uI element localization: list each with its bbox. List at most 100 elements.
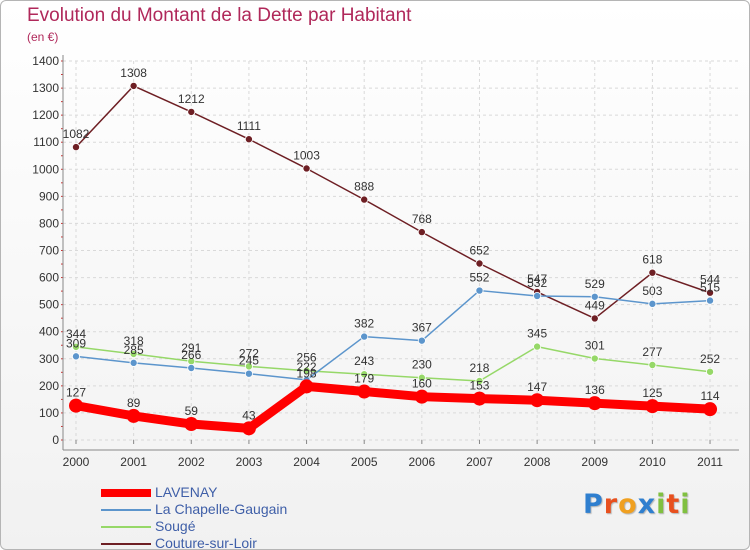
- y-tick-label: 1000: [32, 162, 59, 176]
- data-point: [417, 373, 426, 382]
- data-point: [590, 314, 599, 323]
- x-tick-label: 2007: [466, 455, 493, 469]
- legend-label: La Chapelle-Gaugain: [155, 501, 288, 517]
- data-label: 344: [66, 327, 86, 341]
- data-point: [360, 195, 369, 204]
- legend-swatch: [101, 489, 151, 497]
- series-line-3: [75, 85, 711, 320]
- data-label: 367: [412, 321, 432, 335]
- data-point: [472, 391, 487, 406]
- data-point: [72, 352, 81, 361]
- data-label: 127: [66, 386, 86, 400]
- x-tick-label: 2011: [697, 455, 723, 469]
- x-tick-label: 2010: [639, 455, 666, 469]
- data-point: [645, 399, 660, 414]
- data-point: [187, 363, 196, 372]
- data-label: 43: [242, 408, 256, 422]
- series-line-0: [71, 381, 715, 433]
- data-label: 272: [239, 346, 259, 360]
- data-label: 301: [585, 339, 605, 353]
- data-point: [587, 396, 602, 411]
- data-point: [648, 268, 657, 277]
- proxiti-logo: Proxiti: [583, 489, 691, 520]
- data-point: [72, 143, 81, 152]
- data-point: [417, 228, 426, 237]
- data-label: 345: [527, 327, 547, 341]
- data-label: 230: [412, 358, 432, 372]
- data-point: [590, 354, 599, 363]
- data-label: 309: [66, 336, 86, 350]
- data-label: 1111: [237, 119, 261, 133]
- data-point: [417, 336, 426, 345]
- data-label: 503: [642, 284, 662, 298]
- data-label: 252: [700, 352, 720, 366]
- data-point: [533, 342, 542, 351]
- data-label: 136: [585, 383, 605, 397]
- x-tick-label: 2004: [293, 455, 320, 469]
- data-point: [129, 358, 138, 367]
- data-point: [648, 299, 657, 308]
- y-tick-label: 900: [39, 189, 59, 203]
- logo-letter: P: [583, 489, 604, 520]
- data-point: [360, 332, 369, 341]
- x-tick-label: 2000: [63, 455, 90, 469]
- data-point: [530, 393, 545, 408]
- data-label: 449: [585, 298, 605, 312]
- legend-label: LAVENAY: [155, 484, 218, 500]
- data-label: 532: [527, 276, 547, 290]
- logo-letter: i: [656, 489, 667, 520]
- x-tick-label: 2001: [120, 455, 147, 469]
- y-tick-label: 1300: [32, 81, 59, 95]
- data-label: 285: [124, 343, 144, 357]
- data-point: [357, 384, 372, 399]
- y-tick-label: 200: [39, 379, 59, 393]
- data-point: [360, 370, 369, 379]
- y-tick-label: 500: [39, 298, 59, 312]
- data-label: 266: [181, 348, 201, 362]
- logo-letter: t: [666, 489, 681, 520]
- chart-subtitle: (en €): [27, 30, 59, 44]
- data-point: [187, 107, 196, 116]
- data-label: 245: [239, 354, 259, 368]
- data-label: 89: [127, 396, 141, 410]
- legend-swatch: [101, 526, 151, 528]
- data-label: 318: [124, 334, 144, 348]
- data-point: [648, 361, 657, 370]
- data-label: 547: [527, 272, 547, 286]
- data-label: 618: [642, 253, 662, 267]
- y-tick-label: 700: [39, 244, 59, 258]
- legend-swatch: [101, 509, 151, 511]
- data-label: 1308: [120, 66, 147, 80]
- y-tick-label: 1100: [33, 135, 59, 149]
- data-label: 1003: [293, 148, 320, 162]
- y-tick-label: 100: [39, 406, 59, 420]
- logo-letter: i: [680, 489, 691, 520]
- data-label: 382: [354, 317, 374, 331]
- y-tick-label: 400: [39, 325, 59, 339]
- logo-letter: r: [603, 489, 619, 520]
- data-point: [475, 376, 484, 385]
- x-tick-label: 2005: [351, 455, 378, 469]
- data-point: [475, 286, 484, 295]
- data-point: [129, 349, 138, 358]
- data-point: [72, 342, 81, 351]
- data-point: [302, 164, 311, 173]
- data-label: 218: [469, 361, 489, 375]
- data-label: 515: [700, 281, 720, 295]
- data-point: [302, 366, 311, 375]
- data-label: 552: [469, 271, 489, 285]
- data-label: 1212: [178, 92, 205, 106]
- legend-label: Couture-sur-Loir: [155, 535, 257, 550]
- data-label: 160: [412, 377, 432, 391]
- data-label: 529: [585, 277, 605, 291]
- data-label: 147: [527, 380, 547, 394]
- legend-label: Sougé: [155, 518, 196, 534]
- y-tick-label: 600: [39, 271, 59, 285]
- data-label: 544: [700, 273, 720, 287]
- data-point: [706, 288, 715, 297]
- series-line-1: [75, 289, 711, 381]
- data-point: [244, 369, 253, 378]
- data-point: [244, 135, 253, 144]
- legend-swatch: [101, 543, 151, 545]
